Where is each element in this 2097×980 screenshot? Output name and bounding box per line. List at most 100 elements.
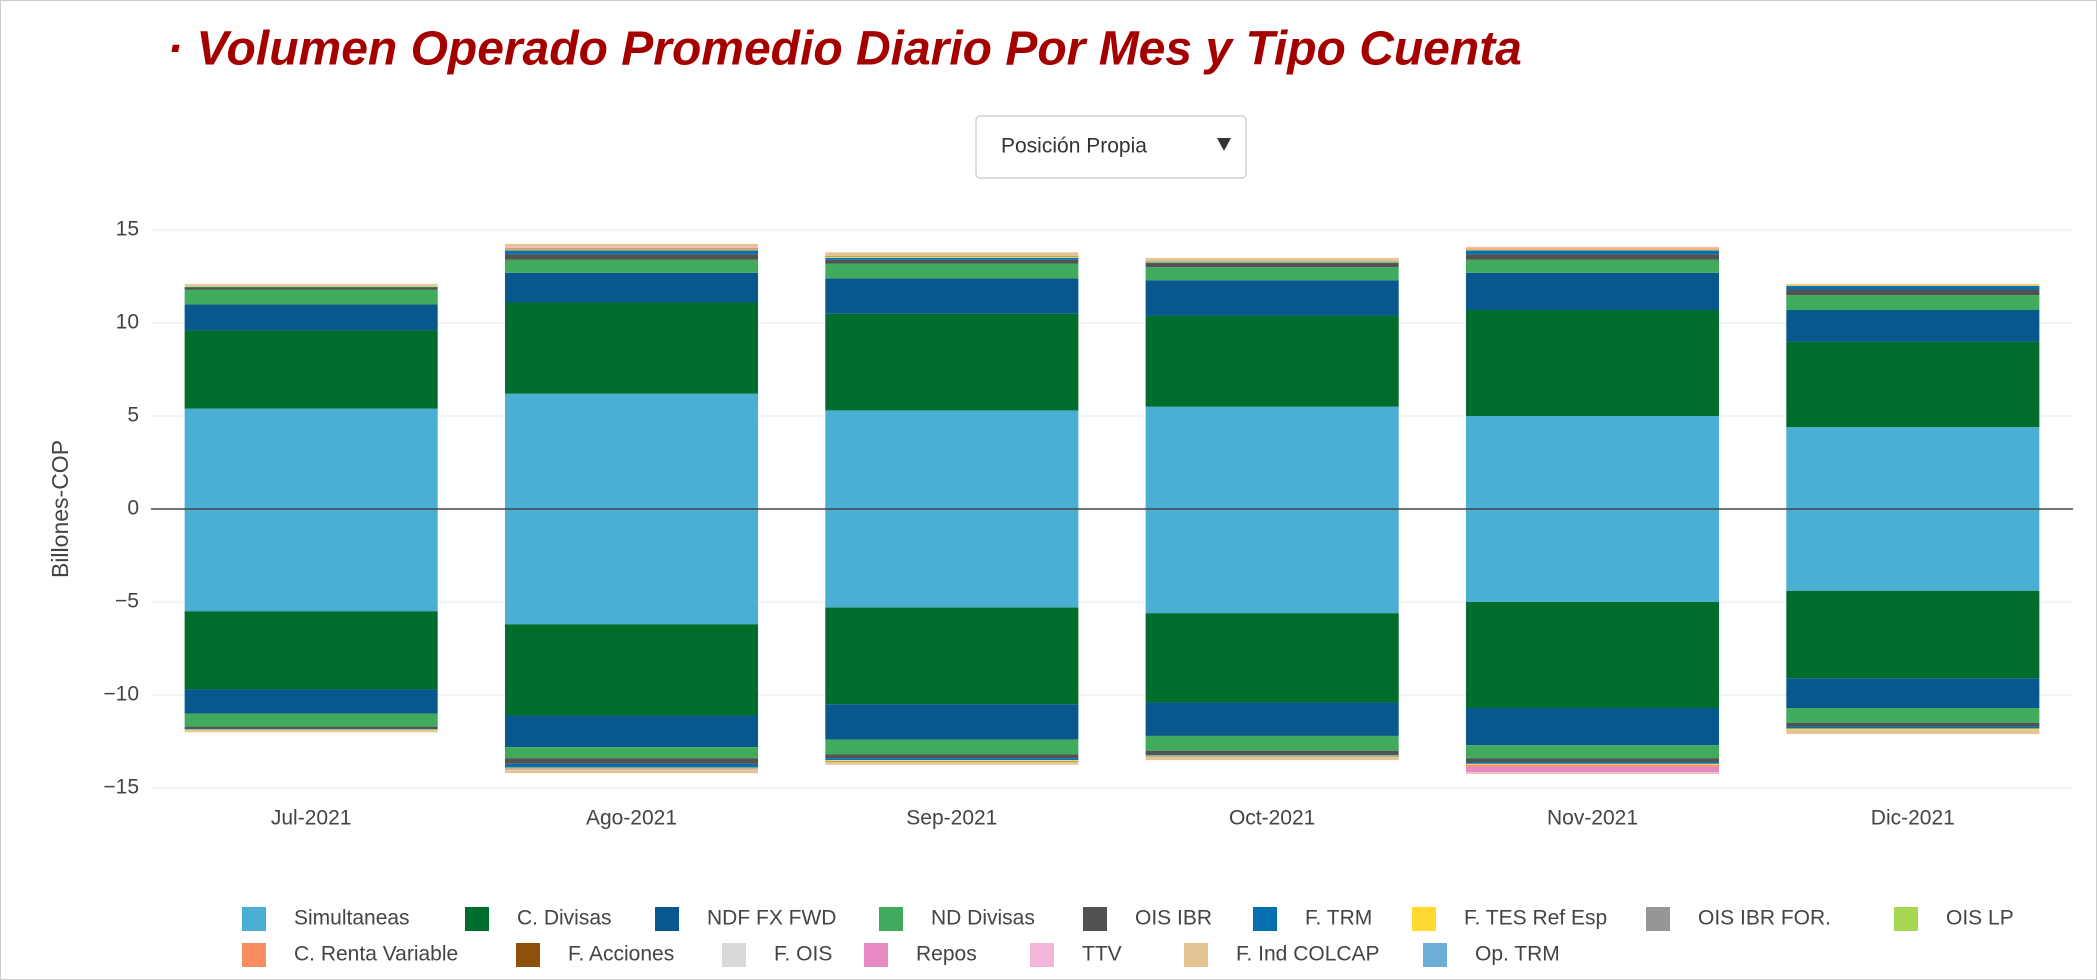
legend-label: OIS LP <box>1946 907 2014 930</box>
bar-segment <box>1145 702 1399 736</box>
bar-segment <box>184 726 438 729</box>
legend-item: Repos <box>864 943 977 967</box>
bar-segment <box>1786 309 2040 342</box>
legend-swatch <box>1423 943 1447 967</box>
x-tick-label: Oct-2021 <box>1229 807 1315 830</box>
legend-item: ND Divisas <box>879 907 1035 931</box>
legend-item: Simultaneas <box>242 907 410 931</box>
bar-segment <box>1145 263 1399 268</box>
dropdown-arrow[interactable] <box>1217 138 1231 151</box>
bar-segment <box>504 247 759 249</box>
bar-segment <box>1786 341 2040 428</box>
bar-segment <box>504 250 759 255</box>
legend-label: TTV <box>1082 943 1122 966</box>
bar-segment <box>1145 735 1399 751</box>
bar-segment <box>504 249 759 251</box>
bar-segment <box>825 761 1079 765</box>
legend-item: C. Divisas <box>465 907 612 931</box>
bar-segment <box>825 739 1079 755</box>
bar-segment <box>1465 309 1720 416</box>
dropdown-box[interactable] <box>975 115 1247 179</box>
legend-swatch <box>242 943 266 967</box>
bar-segment <box>1786 728 2040 730</box>
legend-label: Repos <box>916 943 977 966</box>
bar-segment <box>184 287 438 290</box>
bar-segment <box>825 509 1079 608</box>
legend-swatch <box>879 907 903 931</box>
bar-segment <box>1465 745 1720 759</box>
bar-segment <box>1465 708 1720 746</box>
legend-item: C. Renta Variable <box>242 943 458 967</box>
legend-item: OIS IBR FOR. <box>1646 907 1831 931</box>
bar-segment <box>1145 755 1399 757</box>
bar-segment <box>1145 315 1399 407</box>
bar-segment <box>825 263 1079 279</box>
bar-segment <box>184 285 438 287</box>
legend-label: F. Ind COLCAP <box>1236 943 1380 966</box>
bar-segment <box>184 304 438 331</box>
bar-segment <box>825 607 1079 705</box>
bar-segment <box>1465 247 1720 249</box>
bar-segment <box>504 624 759 716</box>
bar-segment <box>1145 260 1399 262</box>
legend-item: Op. TRM <box>1423 943 1560 967</box>
legend-swatch <box>1184 943 1208 967</box>
bar-segment <box>1465 246 1720 248</box>
bar-segment <box>1145 509 1399 614</box>
dropdown-label[interactable]: Posición Propia <box>1001 135 1147 158</box>
chart-title: · Volumen Operado Promedio Diario Por Me… <box>167 23 1522 76</box>
bar-segment <box>1786 289 2040 296</box>
legend-item: F. OIS <box>722 943 832 967</box>
bar-segment <box>184 330 438 409</box>
legend-label: C. Divisas <box>517 907 612 930</box>
bar-segment <box>184 713 438 727</box>
dropdown[interactable]: Posición Propia <box>975 115 1247 179</box>
legend-item: F. Ind COLCAP <box>1184 943 1380 967</box>
legend-swatch <box>722 943 746 967</box>
legend-label: F. Acciones <box>568 943 674 966</box>
bar-segment <box>1465 766 1720 773</box>
bar-segment <box>504 715 759 748</box>
bar-segment <box>184 730 438 733</box>
bar-segment <box>184 509 438 612</box>
bar-segment <box>1786 509 2040 591</box>
legend-swatch <box>1646 907 1670 931</box>
y-tick-label: 15 <box>116 218 139 241</box>
legend-swatch <box>1083 907 1107 931</box>
bar-segment <box>1465 248 1720 250</box>
bar-segment <box>1786 283 2040 285</box>
bar-segment <box>1465 249 1720 251</box>
bar-segment <box>1465 272 1720 310</box>
legend-item: OIS IBR <box>1083 907 1212 931</box>
x-tick-label: Nov-2021 <box>1547 807 1638 830</box>
bar-segment <box>1145 261 1399 263</box>
legend-swatch <box>465 907 489 931</box>
y-tick-label: 5 <box>127 404 139 427</box>
bar-segment <box>504 272 759 303</box>
bar-segment <box>825 259 1079 264</box>
legend-item: TTV <box>1030 943 1122 967</box>
bar-segment <box>1145 754 1399 756</box>
bar-segment <box>825 760 1079 762</box>
bar-segment <box>1786 590 2040 679</box>
bar-segment <box>1465 761 1720 764</box>
y-tick-label: −15 <box>103 776 139 799</box>
legend-swatch <box>1253 907 1277 931</box>
legend-swatch <box>1412 907 1436 931</box>
bar-segment <box>1465 259 1720 273</box>
bar-segment <box>504 758 759 764</box>
bar-segment <box>504 509 759 625</box>
bar-segment <box>1465 772 1720 774</box>
bar-segment <box>1145 756 1399 758</box>
legend-swatch <box>242 907 266 931</box>
bar-segment <box>1145 757 1399 761</box>
legend-swatch <box>655 907 679 931</box>
bar-segment <box>504 769 759 771</box>
legend-swatch <box>864 943 888 967</box>
bar-segment <box>1786 726 2040 729</box>
bar-segment <box>825 761 1079 762</box>
bar-segment <box>184 408 438 509</box>
bar-segment <box>825 257 1079 260</box>
bar-segment <box>1465 250 1720 255</box>
